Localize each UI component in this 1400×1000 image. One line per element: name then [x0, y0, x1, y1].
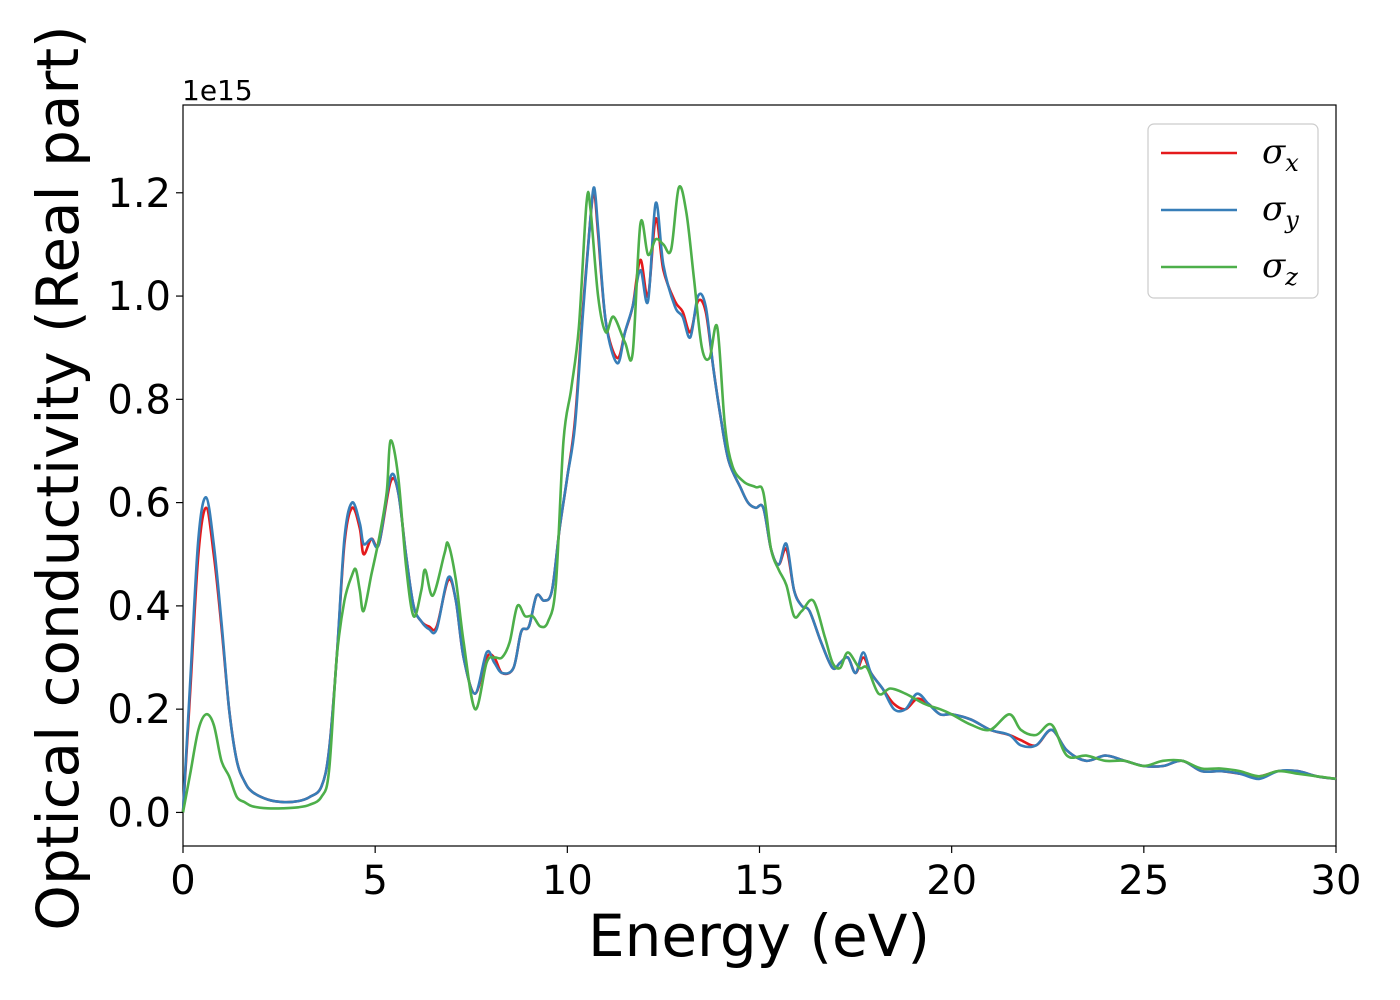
- x-tick-label: 30: [1311, 858, 1362, 904]
- series-line-y: [181, 186, 1337, 813]
- x-axis-title: Energy (eV): [588, 902, 930, 970]
- legend-label-y: σy: [1262, 189, 1299, 234]
- plot-frame: [182, 104, 1337, 847]
- legend-label-z: σz: [1262, 246, 1298, 291]
- y-tick-label: 0.8: [107, 377, 171, 423]
- y-tick-label: 1.2: [107, 171, 171, 217]
- legend-label-x: σx: [1262, 132, 1299, 177]
- series-line-z: [181, 185, 1337, 813]
- y-offset-label: 1e15: [182, 74, 253, 107]
- x-tick-label: 5: [362, 858, 387, 904]
- y-tick-label: 0.4: [107, 584, 171, 630]
- y-axis-title: Optical conductivity (Real part): [24, 25, 92, 930]
- y-tick-label: 0.0: [107, 790, 171, 836]
- y-tick-label: 1.0: [107, 274, 171, 320]
- series-layer: [181, 185, 1337, 813]
- x-tick-label: 10: [542, 858, 593, 904]
- x-tick-label: 0: [170, 858, 195, 904]
- plot-area: 0 5 10 15 20 25 30 0.0 0.2 0.4 0.6 0.8 1.0 1.2: [107, 104, 1361, 904]
- y-tick-label: 0.2: [107, 687, 171, 733]
- y-axis-ticks: 0.0 0.2 0.4 0.6 0.8 1.0 1.2: [107, 171, 183, 836]
- y-tick-label: 0.6: [107, 481, 171, 527]
- x-tick-label: 20: [926, 858, 977, 904]
- x-axis-ticks: 0 5 10 15 20 25 30: [170, 846, 1361, 904]
- x-tick-label: 25: [1118, 858, 1169, 904]
- legend: σx σy σz: [1147, 123, 1319, 299]
- x-tick-label: 15: [734, 858, 785, 904]
